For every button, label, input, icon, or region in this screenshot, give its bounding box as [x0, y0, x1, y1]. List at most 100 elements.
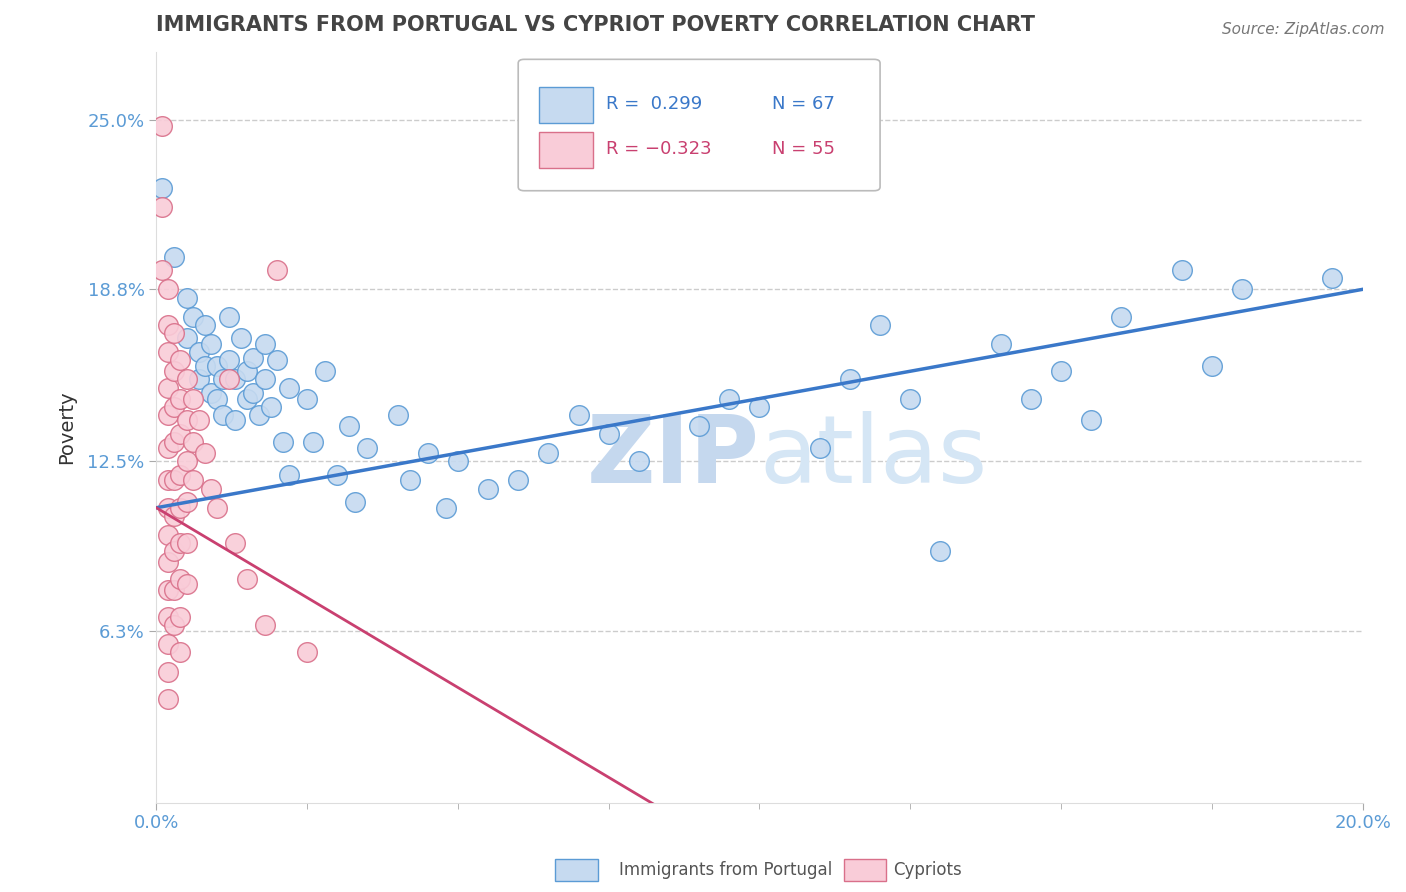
- Point: [1050, 364, 1073, 378]
- Point: [176, 495, 198, 509]
- Point: [163, 508, 186, 523]
- Point: [176, 291, 198, 305]
- Point: [253, 618, 276, 632]
- Point: [163, 250, 186, 264]
- Point: [205, 500, 228, 515]
- Text: Cypriots: Cypriots: [893, 861, 962, 879]
- Point: [211, 372, 233, 386]
- Point: [869, 318, 891, 332]
- Point: [176, 577, 198, 591]
- Point: [314, 364, 336, 378]
- Point: [176, 536, 198, 550]
- Text: IMMIGRANTS FROM PORTUGAL VS CYPRIOT POVERTY CORRELATION CHART: IMMIGRANTS FROM PORTUGAL VS CYPRIOT POVE…: [156, 15, 1035, 35]
- Point: [627, 454, 650, 468]
- Point: [929, 544, 952, 558]
- Point: [176, 454, 198, 468]
- Point: [898, 392, 921, 406]
- Point: [157, 408, 180, 422]
- Point: [224, 536, 246, 550]
- Point: [218, 372, 240, 386]
- Point: [150, 201, 173, 215]
- Point: [266, 353, 288, 368]
- Point: [1201, 359, 1223, 373]
- Point: [253, 337, 276, 351]
- Point: [163, 474, 186, 488]
- Point: [271, 435, 294, 450]
- Point: [157, 528, 180, 542]
- Point: [229, 331, 252, 345]
- Point: [1322, 271, 1344, 285]
- Point: [218, 310, 240, 324]
- Point: [266, 263, 288, 277]
- Point: [247, 408, 270, 422]
- Point: [157, 318, 180, 332]
- Text: ZIP: ZIP: [586, 411, 759, 503]
- Point: [163, 544, 186, 558]
- Point: [236, 572, 259, 586]
- Point: [181, 474, 204, 488]
- Point: [253, 372, 276, 386]
- Point: [295, 392, 318, 406]
- Point: [838, 372, 860, 386]
- Point: [808, 441, 831, 455]
- FancyBboxPatch shape: [538, 132, 593, 169]
- Point: [416, 446, 439, 460]
- Point: [434, 500, 457, 515]
- Point: [990, 337, 1012, 351]
- Point: [187, 413, 209, 427]
- Y-axis label: Poverty: Poverty: [58, 391, 76, 464]
- Point: [176, 372, 198, 386]
- Point: [567, 408, 589, 422]
- Point: [163, 364, 186, 378]
- Point: [150, 119, 173, 133]
- Text: N = 67: N = 67: [772, 95, 834, 113]
- Point: [200, 386, 222, 401]
- Text: Source: ZipAtlas.com: Source: ZipAtlas.com: [1222, 22, 1385, 37]
- Point: [537, 446, 560, 460]
- Point: [236, 392, 259, 406]
- Point: [169, 353, 191, 368]
- Point: [157, 441, 180, 455]
- Point: [169, 610, 191, 624]
- Point: [194, 446, 217, 460]
- Text: atlas: atlas: [759, 411, 987, 503]
- Point: [326, 467, 349, 482]
- Point: [1170, 263, 1192, 277]
- Point: [181, 435, 204, 450]
- Point: [176, 331, 198, 345]
- Point: [224, 413, 246, 427]
- Point: [200, 337, 222, 351]
- Point: [169, 467, 191, 482]
- Point: [187, 345, 209, 359]
- Point: [688, 418, 710, 433]
- Point: [150, 181, 173, 195]
- Point: [718, 392, 741, 406]
- Point: [157, 637, 180, 651]
- Point: [260, 400, 283, 414]
- FancyBboxPatch shape: [538, 87, 593, 123]
- Point: [169, 500, 191, 515]
- Point: [163, 326, 186, 340]
- Point: [157, 665, 180, 679]
- Point: [181, 310, 204, 324]
- Point: [187, 372, 209, 386]
- Point: [169, 392, 191, 406]
- Point: [598, 427, 620, 442]
- Point: [302, 435, 325, 450]
- Point: [181, 392, 204, 406]
- Point: [157, 282, 180, 296]
- Point: [211, 408, 233, 422]
- Point: [1111, 310, 1133, 324]
- Point: [157, 381, 180, 395]
- Point: [150, 263, 173, 277]
- Point: [278, 381, 301, 395]
- Point: [508, 474, 530, 488]
- Point: [169, 572, 191, 586]
- Point: [447, 454, 470, 468]
- Text: N = 55: N = 55: [772, 140, 835, 159]
- Text: R = −0.323: R = −0.323: [606, 140, 711, 159]
- Point: [169, 536, 191, 550]
- Point: [157, 691, 180, 706]
- Point: [157, 500, 180, 515]
- Point: [748, 400, 770, 414]
